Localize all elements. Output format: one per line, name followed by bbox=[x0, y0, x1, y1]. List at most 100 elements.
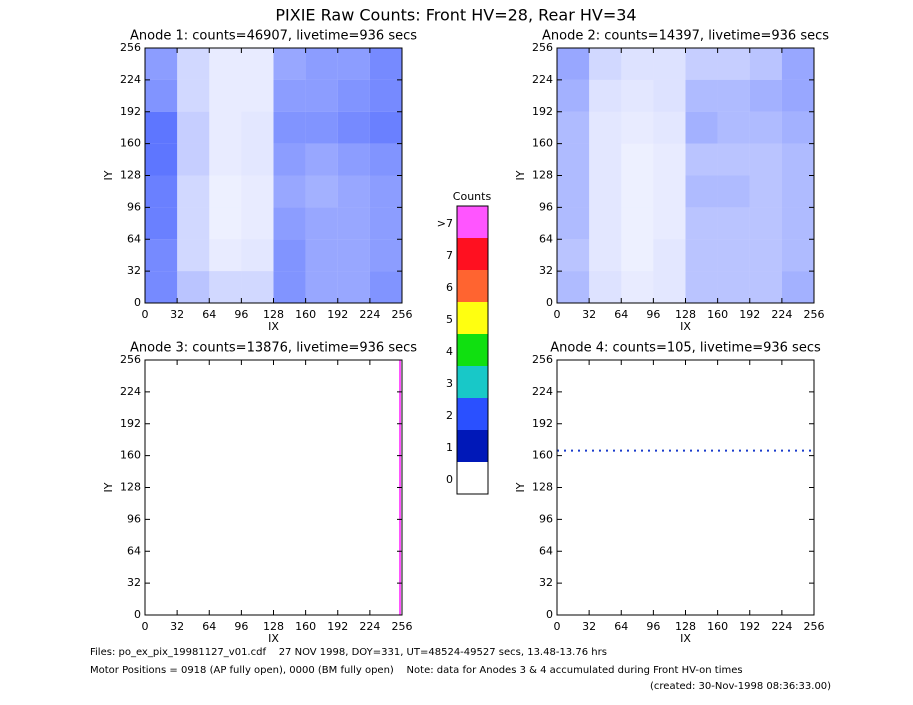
density-cell bbox=[589, 175, 622, 208]
density-cell bbox=[621, 175, 654, 208]
density-cell bbox=[241, 48, 274, 80]
density-cell bbox=[653, 143, 686, 176]
density-cell bbox=[749, 48, 782, 80]
panel-title: Anode 3: counts=13876, livetime=936 secs bbox=[130, 341, 417, 356]
density-cell bbox=[177, 207, 210, 240]
y-tick-label: 96 bbox=[127, 200, 141, 213]
x-tick-label: 160 bbox=[295, 308, 316, 321]
density-cell bbox=[369, 111, 402, 144]
density-cell bbox=[305, 143, 338, 176]
x-tick-label: 0 bbox=[554, 308, 561, 321]
y-tick-label: 128 bbox=[120, 481, 141, 494]
density-cell bbox=[717, 175, 750, 208]
density-cell bbox=[145, 175, 178, 208]
density-cell bbox=[145, 271, 178, 303]
density-cell bbox=[177, 143, 210, 176]
colorbar-label: 7 bbox=[446, 249, 453, 262]
y-tick-label: 224 bbox=[532, 385, 553, 398]
density-cell bbox=[653, 207, 686, 240]
x-tick-label: 64 bbox=[614, 620, 628, 633]
density-cell bbox=[749, 143, 782, 176]
density-cell bbox=[589, 143, 622, 176]
density-cell bbox=[557, 207, 590, 240]
x-tick-label: 0 bbox=[554, 620, 561, 633]
density-cell bbox=[209, 271, 242, 303]
density-cell bbox=[781, 207, 814, 240]
density-cell bbox=[621, 48, 654, 80]
density-cell bbox=[337, 143, 370, 176]
density-cell bbox=[717, 111, 750, 144]
y-tick-label: 160 bbox=[120, 449, 141, 462]
colorbar-label: 2 bbox=[446, 409, 453, 422]
y-tick-label: 0 bbox=[134, 608, 141, 621]
y-tick-label: 224 bbox=[532, 73, 553, 86]
density-cell bbox=[305, 271, 338, 303]
y-tick-label: 64 bbox=[127, 232, 141, 245]
density-cell bbox=[621, 207, 654, 240]
density-cell bbox=[209, 175, 242, 208]
panel-title: Anode 2: counts=14397, livetime=936 secs bbox=[542, 29, 829, 44]
density-cell bbox=[653, 48, 686, 80]
y-tick-label: 128 bbox=[532, 481, 553, 494]
density-cell bbox=[369, 175, 402, 208]
y-tick-label: 64 bbox=[127, 544, 141, 557]
x-tick-label: 192 bbox=[739, 308, 760, 321]
density-cell bbox=[369, 79, 402, 112]
x-tick-label: 128 bbox=[263, 620, 284, 633]
x-tick-label: 128 bbox=[675, 308, 696, 321]
y-tick-label: 256 bbox=[120, 353, 141, 366]
y-axis-label: IY bbox=[514, 482, 527, 492]
density-cell bbox=[717, 207, 750, 240]
density-cell bbox=[273, 79, 306, 112]
y-tick-label: 96 bbox=[539, 512, 553, 525]
y-tick-label: 192 bbox=[532, 105, 553, 118]
figure-title: PIXIE Raw Counts: Front HV=28, Rear HV=3… bbox=[275, 6, 636, 25]
density-cell bbox=[273, 239, 306, 272]
density-cell bbox=[685, 175, 718, 208]
density-cell bbox=[557, 48, 590, 80]
density-cell bbox=[557, 271, 590, 303]
density-cell bbox=[369, 239, 402, 272]
density-cell bbox=[241, 143, 274, 176]
y-tick-label: 160 bbox=[532, 137, 553, 150]
density-cell bbox=[337, 239, 370, 272]
y-tick-label: 160 bbox=[532, 449, 553, 462]
x-tick-label: 256 bbox=[804, 308, 825, 321]
density-cell bbox=[685, 239, 718, 272]
x-tick-label: 96 bbox=[234, 308, 248, 321]
density-cell bbox=[717, 48, 750, 80]
colorbar-swatch bbox=[457, 462, 488, 494]
x-tick-label: 32 bbox=[582, 620, 596, 633]
density-cell bbox=[653, 175, 686, 208]
colorbar-label: 0 bbox=[446, 473, 453, 486]
colorbar-label: 4 bbox=[446, 345, 453, 358]
density-cell bbox=[177, 48, 210, 80]
density-cell bbox=[653, 79, 686, 112]
density-cell bbox=[305, 111, 338, 144]
density-cell bbox=[653, 239, 686, 272]
density-cell bbox=[209, 48, 242, 80]
y-tick-label: 96 bbox=[539, 200, 553, 213]
density-cell bbox=[369, 143, 402, 176]
density-cell bbox=[589, 48, 622, 80]
density-cell bbox=[717, 239, 750, 272]
density-cell bbox=[273, 207, 306, 240]
y-tick-label: 0 bbox=[134, 296, 141, 309]
y-tick-label: 32 bbox=[539, 264, 553, 277]
x-tick-label: 96 bbox=[234, 620, 248, 633]
density-cell bbox=[621, 239, 654, 272]
density-cell bbox=[557, 175, 590, 208]
density-cell bbox=[209, 143, 242, 176]
colorbar-swatch bbox=[457, 398, 488, 430]
density-cell bbox=[145, 239, 178, 272]
density-cell bbox=[589, 111, 622, 144]
x-tick-label: 224 bbox=[771, 308, 792, 321]
x-tick-label: 256 bbox=[392, 308, 413, 321]
x-tick-label: 64 bbox=[202, 308, 216, 321]
density-cell bbox=[273, 175, 306, 208]
density-cell bbox=[557, 239, 590, 272]
density-cell bbox=[273, 111, 306, 144]
density-cell bbox=[337, 175, 370, 208]
density-cell bbox=[781, 175, 814, 208]
x-tick-label: 160 bbox=[707, 620, 728, 633]
